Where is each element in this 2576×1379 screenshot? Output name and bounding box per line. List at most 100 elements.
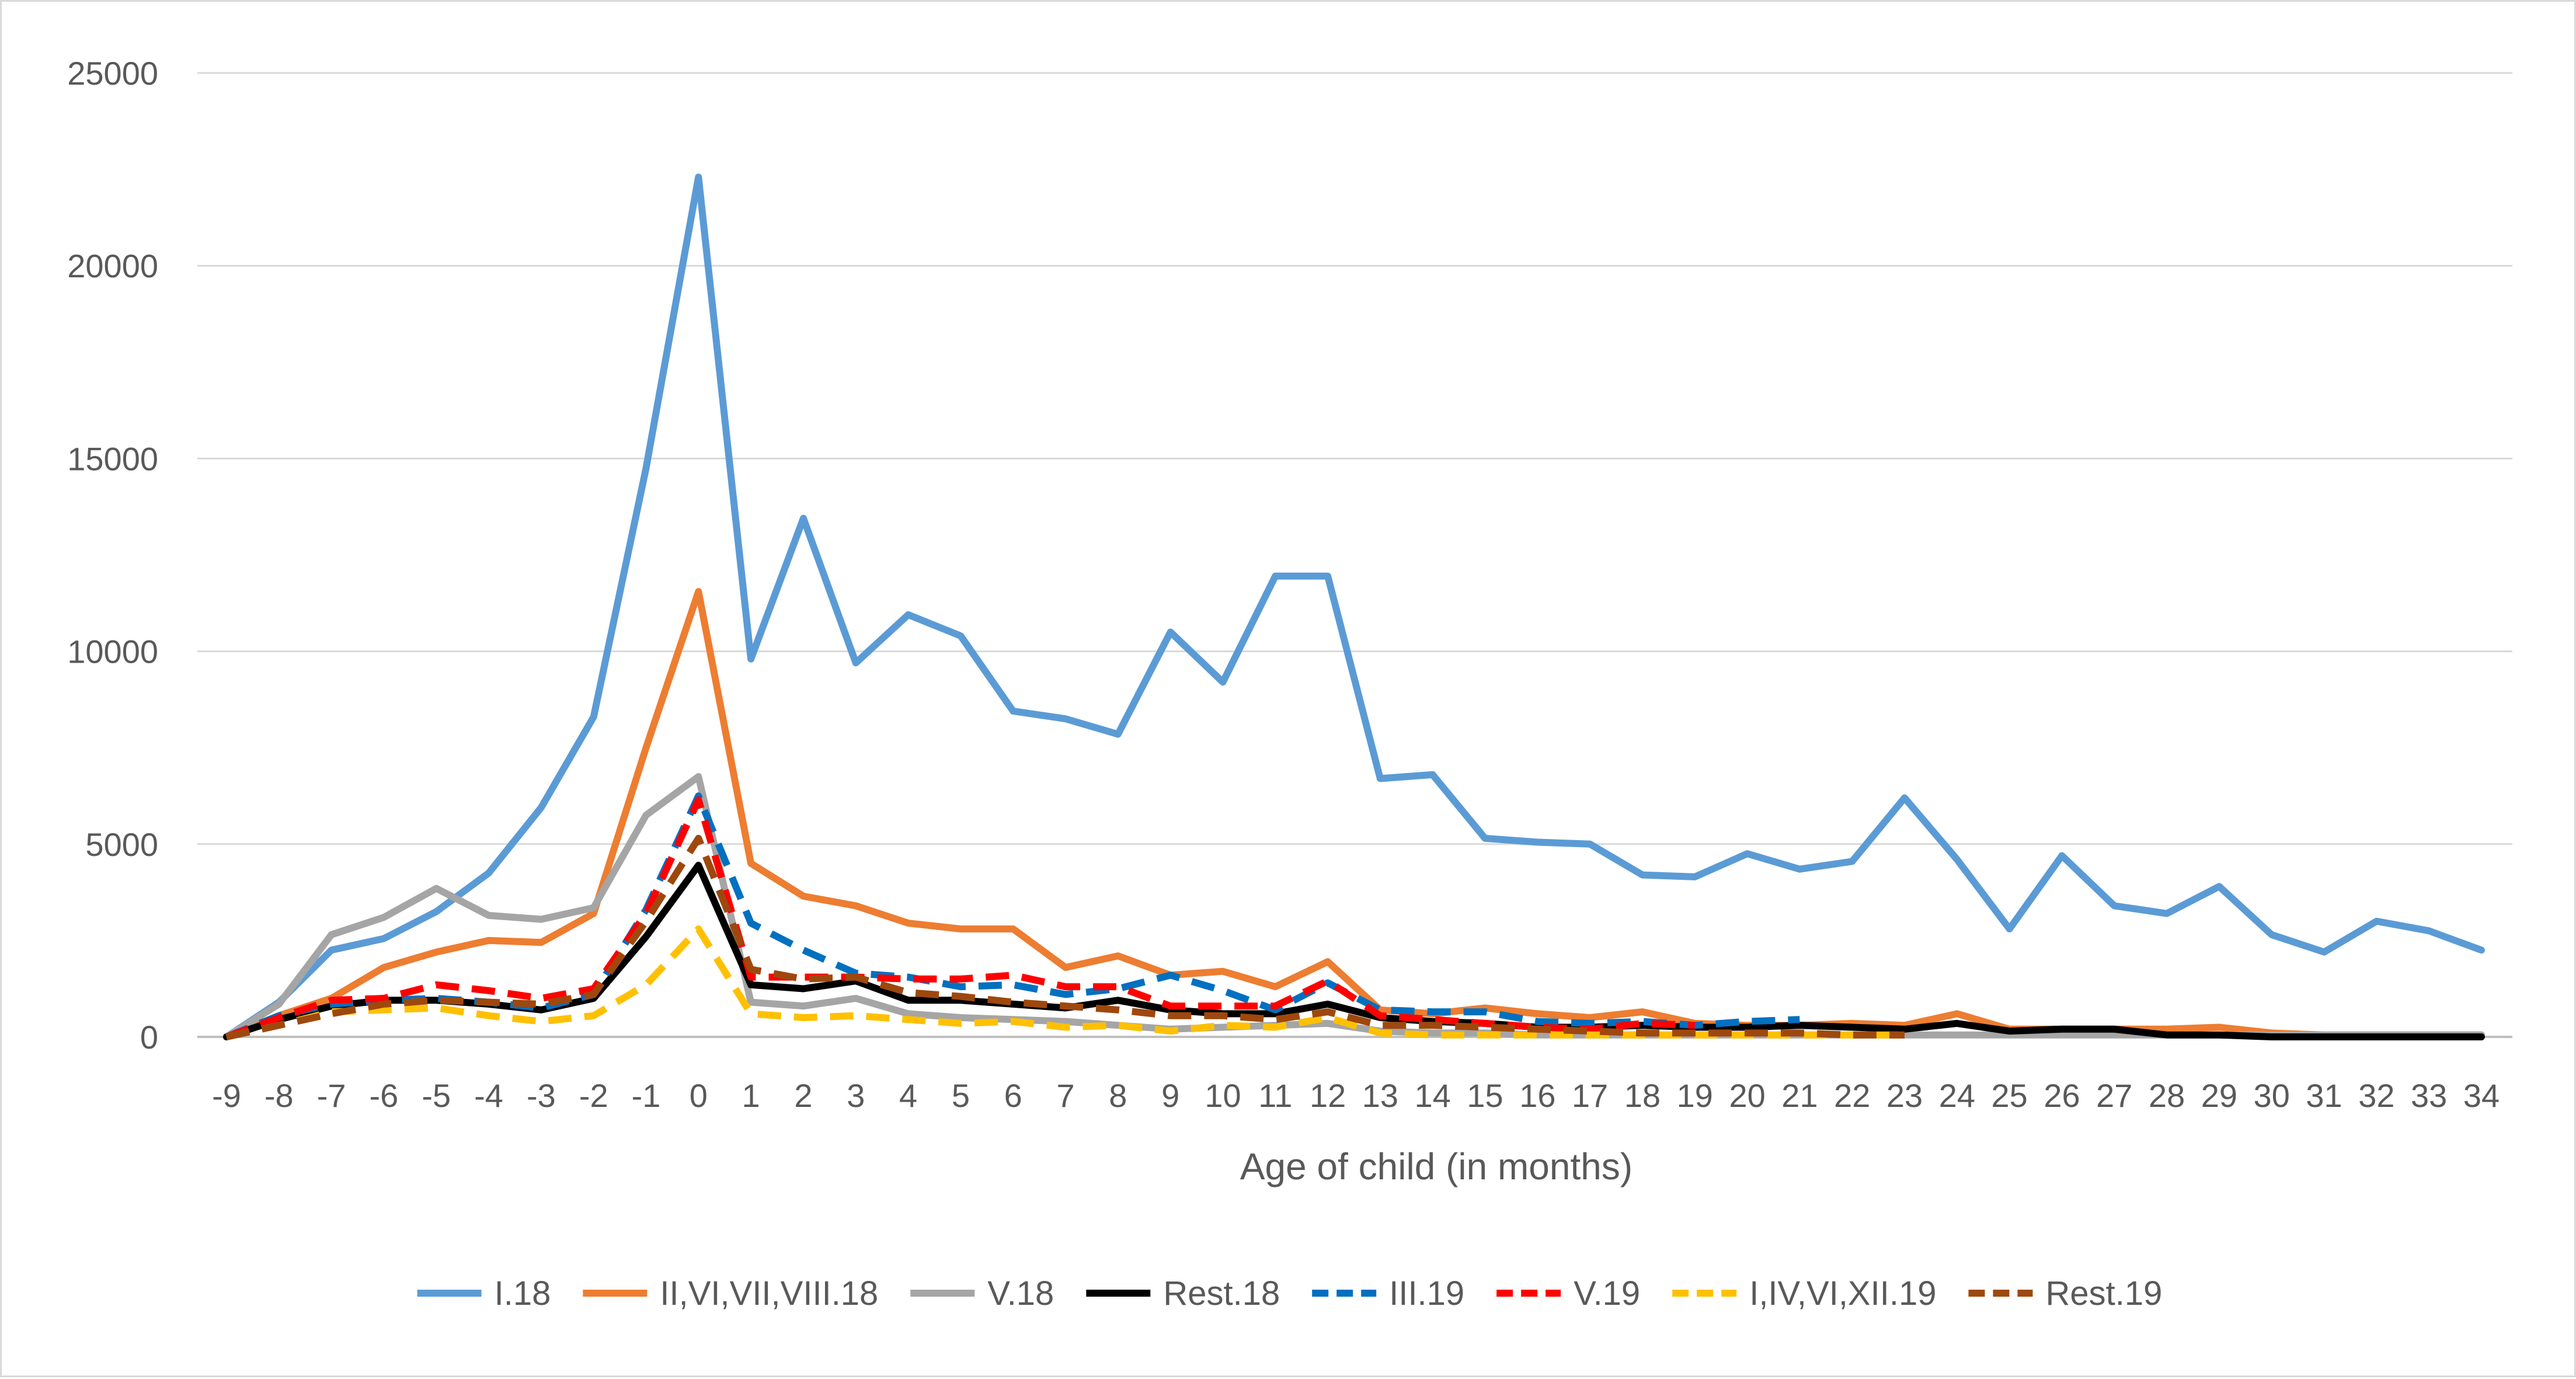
data-point — [1380, 1009, 1381, 1011]
data-point — [750, 922, 751, 924]
data-point — [1170, 1015, 1171, 1016]
data-point — [1065, 967, 1066, 968]
data-point — [1851, 1035, 1853, 1036]
data-point — [1065, 718, 1066, 719]
data-point — [908, 1019, 909, 1020]
data-point — [750, 659, 751, 660]
data-point — [541, 1004, 542, 1005]
data-point — [698, 776, 699, 777]
data-point — [1957, 1023, 1958, 1024]
data-point — [1694, 1025, 1696, 1026]
data-point — [2271, 934, 2272, 935]
data-point — [1118, 986, 1119, 987]
legend-label: I,IV,VI,XII.19 — [1749, 1274, 1936, 1312]
data-point — [1537, 1021, 1538, 1022]
data-point — [750, 863, 751, 864]
data-point — [383, 917, 384, 918]
data-point — [593, 907, 594, 908]
data-point — [646, 468, 647, 469]
x-tick-label: 10 — [1205, 1077, 1241, 1114]
data-point — [2219, 1035, 2220, 1036]
data-point — [855, 905, 857, 906]
data-point — [1642, 1021, 1643, 1022]
data-point — [1432, 1032, 1433, 1033]
legend-label: V.18 — [987, 1274, 1054, 1312]
data-point — [2219, 1026, 2220, 1028]
y-tick-label: 20000 — [67, 248, 158, 284]
legend-label: III.19 — [1389, 1274, 1464, 1312]
data-point — [803, 896, 804, 897]
data-point — [803, 988, 804, 989]
data-point — [698, 865, 699, 866]
data-point — [908, 977, 909, 978]
data-point — [1380, 778, 1381, 779]
x-tick-label: 1 — [742, 1077, 760, 1114]
x-axis-title: Age of child (in months) — [1240, 1145, 1632, 1188]
data-point — [1118, 988, 1119, 989]
data-point — [1642, 1032, 1643, 1033]
data-point — [646, 936, 647, 937]
data-point — [593, 994, 594, 995]
data-point — [2481, 949, 2482, 950]
x-tick-label: 32 — [2358, 1077, 2394, 1114]
data-point — [698, 799, 699, 800]
data-point — [1537, 1035, 1538, 1036]
data-point — [750, 984, 751, 986]
data-point — [1118, 1009, 1119, 1011]
data-point — [803, 1017, 804, 1018]
data-point — [488, 990, 489, 991]
data-point — [1327, 1017, 1328, 1018]
x-tick-label: -3 — [527, 1077, 556, 1114]
data-point — [1380, 1025, 1381, 1026]
data-point — [908, 978, 909, 980]
x-tick-label: 33 — [2411, 1077, 2447, 1114]
data-point — [1012, 711, 1014, 712]
data-point — [1747, 853, 1748, 854]
data-point — [1327, 1011, 1328, 1012]
series-v-19 — [225, 796, 1696, 1040]
x-tick-label: 15 — [1467, 1077, 1503, 1114]
data-point — [646, 747, 647, 748]
data-point — [2271, 1036, 2272, 1037]
data-point — [1170, 632, 1171, 633]
data-point — [1170, 974, 1171, 976]
data-point — [960, 1023, 961, 1024]
y-tick-label: 0 — [140, 1019, 158, 1056]
data-point — [803, 977, 804, 978]
series-ii-vi-vii-viii-18 — [223, 588, 2485, 1040]
data-point — [436, 1000, 437, 1001]
data-point — [331, 1013, 332, 1014]
data-point — [1118, 955, 1119, 956]
data-point — [1275, 986, 1276, 987]
data-point — [1170, 1005, 1171, 1007]
data-point — [750, 1002, 751, 1003]
x-tick-label: 29 — [2201, 1077, 2237, 1114]
data-point — [331, 1011, 332, 1012]
data-point — [855, 662, 857, 663]
data-point — [1222, 971, 1223, 972]
x-tick-label: -5 — [422, 1077, 451, 1114]
data-point — [1327, 576, 1328, 577]
data-point — [2428, 930, 2429, 931]
data-point — [1118, 734, 1119, 735]
data-point — [331, 949, 332, 950]
legend-label: Rest.18 — [1163, 1274, 1280, 1312]
data-point — [1485, 1035, 1486, 1036]
data-point — [960, 978, 961, 980]
data-point — [908, 614, 909, 615]
data-point — [698, 176, 699, 177]
data-point — [2376, 921, 2377, 922]
x-tick-label: 26 — [2044, 1077, 2080, 1114]
data-point — [2009, 928, 2010, 929]
data-point — [1747, 1032, 1748, 1033]
data-point — [2166, 1035, 2167, 1036]
data-point — [383, 998, 384, 999]
data-point — [1275, 576, 1276, 577]
x-tick-label: 28 — [2149, 1077, 2185, 1114]
data-point — [593, 716, 594, 718]
data-point — [1432, 1019, 1433, 1020]
data-point — [2061, 855, 2062, 856]
x-tick-label: 8 — [1109, 1077, 1127, 1114]
x-tick-label: 3 — [847, 1077, 865, 1114]
data-point — [1694, 1032, 1696, 1033]
